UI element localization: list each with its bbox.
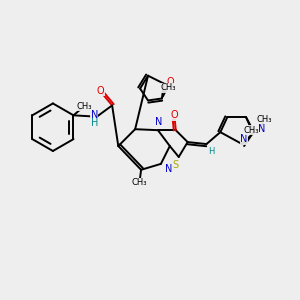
Text: H: H	[208, 148, 214, 157]
Text: N: N	[258, 124, 266, 134]
Text: CH₃: CH₃	[76, 102, 92, 111]
Text: CH₃: CH₃	[160, 83, 176, 92]
Text: O: O	[167, 76, 175, 87]
Text: H: H	[91, 118, 98, 128]
Text: O: O	[171, 110, 178, 120]
Text: N: N	[240, 134, 248, 144]
Text: N: N	[165, 164, 172, 174]
Text: CH₃: CH₃	[131, 178, 147, 187]
Text: S: S	[173, 160, 179, 170]
Text: CH₃: CH₃	[243, 126, 259, 135]
Text: N: N	[155, 117, 163, 127]
Text: CH₃: CH₃	[256, 115, 272, 124]
Text: O: O	[96, 85, 104, 96]
Text: N: N	[91, 110, 98, 120]
